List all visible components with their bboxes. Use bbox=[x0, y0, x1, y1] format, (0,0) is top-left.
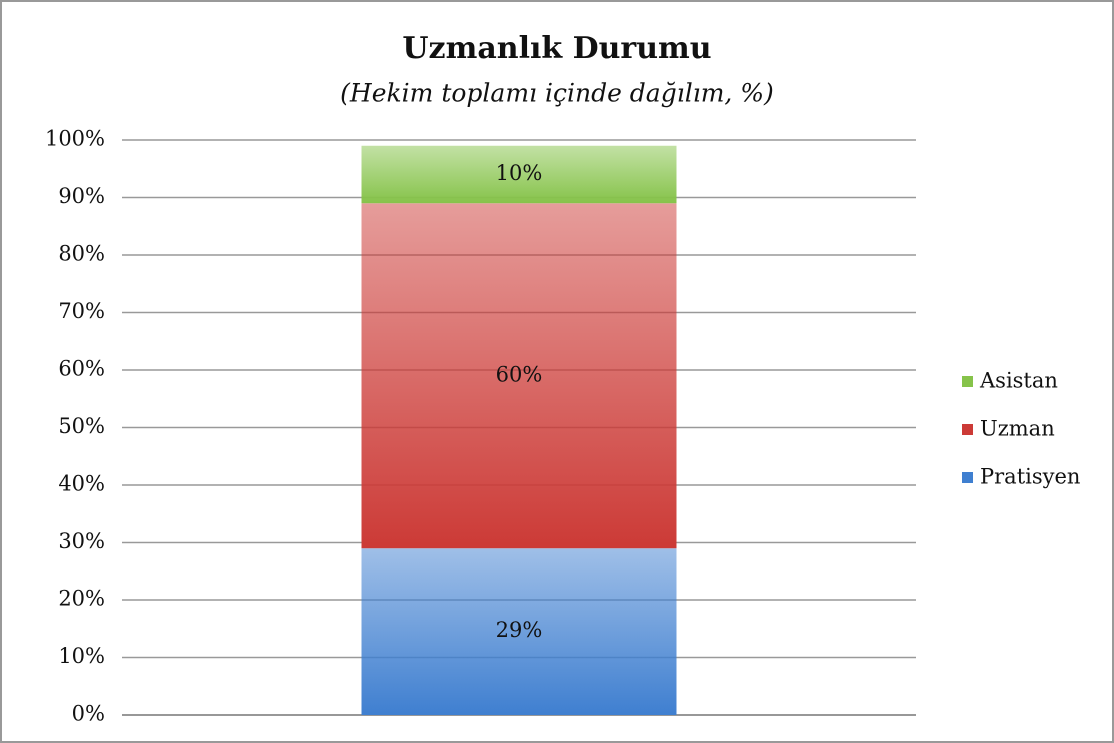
y-tick-label: 50% bbox=[58, 414, 105, 438]
y-tick-label: 20% bbox=[58, 587, 105, 611]
y-tick-label: 100% bbox=[45, 127, 105, 151]
y-tick-label: 80% bbox=[58, 242, 105, 266]
y-tick-label: 40% bbox=[58, 472, 105, 496]
legend-label: Pratisyen bbox=[980, 465, 1080, 489]
legend-label: Asistan bbox=[979, 369, 1058, 393]
data-label: 60% bbox=[496, 362, 543, 386]
data-label: 10% bbox=[496, 161, 543, 185]
y-tick-label: 90% bbox=[58, 184, 105, 208]
y-tick-label: 30% bbox=[58, 529, 105, 553]
bar-segment bbox=[361, 145, 677, 204]
legend-label: Uzman bbox=[980, 417, 1055, 441]
bar-segment bbox=[361, 548, 677, 715]
legend-swatch bbox=[962, 376, 973, 387]
y-tick-label: 0% bbox=[72, 702, 105, 726]
legend-swatch bbox=[962, 472, 973, 483]
legend-swatch bbox=[962, 424, 973, 435]
bar-segment bbox=[361, 203, 677, 549]
data-label: 29% bbox=[496, 618, 543, 642]
y-tick-label: 10% bbox=[58, 644, 105, 668]
chart-title: Uzmanlık Durumu bbox=[402, 31, 711, 66]
y-tick-label: 70% bbox=[58, 299, 105, 323]
chart-subtitle: (Hekim toplamı içinde dağılım, %) bbox=[340, 79, 774, 108]
y-tick-label: 60% bbox=[58, 357, 105, 381]
